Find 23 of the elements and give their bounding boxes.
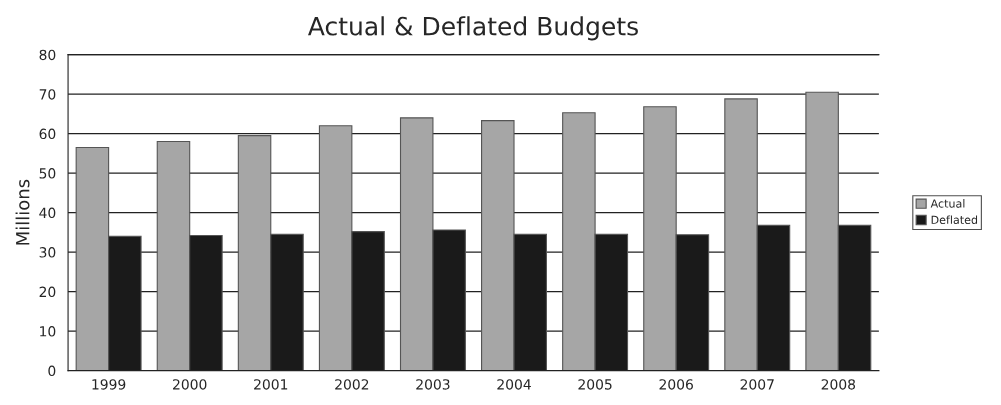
x-tick-label: 2001 [254,379,288,390]
y-tick-label: 60 [39,128,56,140]
legend-label: Deflated [931,215,978,225]
y-tick-label: 70 [39,89,56,100]
x-tick-label: 1999 [92,379,126,390]
x-tick-label: 2002 [335,379,369,390]
y-tick-label: 10 [40,326,56,337]
y-tick-label: 80 [39,49,56,61]
x-tick-label: 2006 [659,379,693,390]
y-axis-title: Millions [15,179,30,245]
x-tick-label: 2005 [578,379,612,390]
x-tick-label: 2004 [497,379,531,390]
y-tick-label: 20 [39,286,56,298]
y-tick-label: 0 [48,365,56,377]
x-tick-label: 2000 [173,379,207,390]
y-tick-label: 50 [39,168,56,179]
x-tick-label: 2007 [740,379,774,390]
legend-label: Actual [930,199,965,208]
y-tick-label: 30 [39,247,56,258]
y-tick-label: 40 [39,207,56,219]
chart-title: Actual & Deflated Budgets [307,16,638,41]
x-tick-label: 2003 [416,379,450,390]
x-tick-label: 2008 [821,379,856,390]
